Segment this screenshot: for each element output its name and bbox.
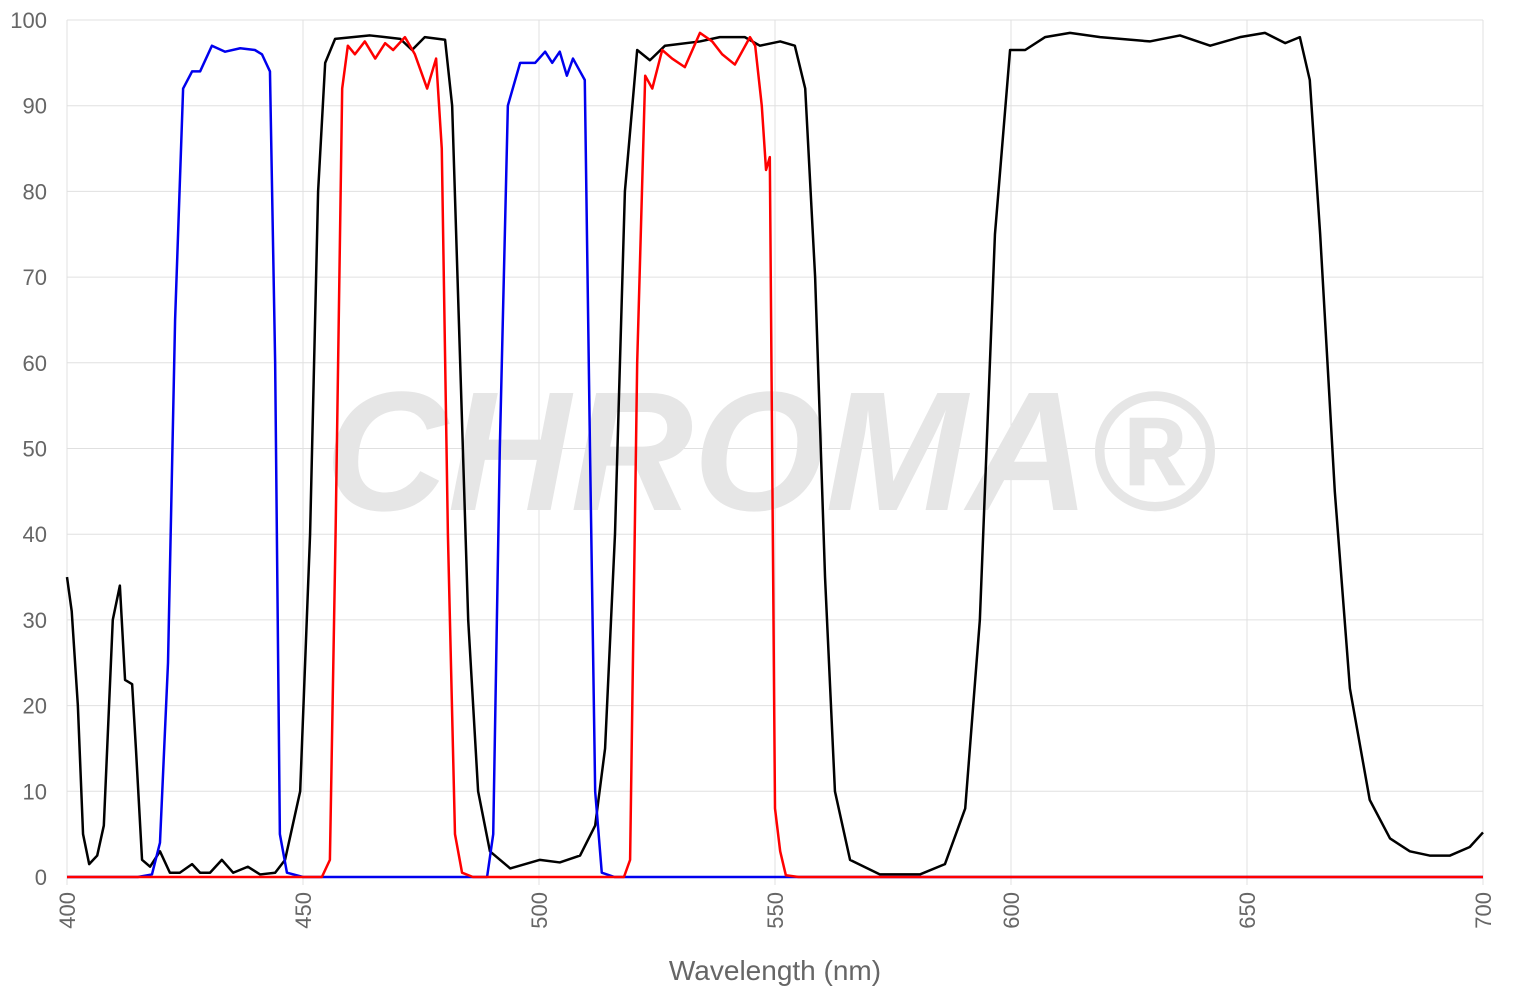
series-line bbox=[65, 31, 1484, 876]
x-tick-label: 500 bbox=[527, 892, 552, 929]
y-tick-label: 10 bbox=[23, 779, 47, 804]
x-tick-label: 600 bbox=[999, 892, 1024, 929]
x-axis-title: Wavelength (nm) bbox=[669, 955, 881, 986]
watermark: CHROMA® bbox=[325, 357, 1216, 547]
y-tick-label: 60 bbox=[23, 351, 47, 376]
series-line bbox=[67, 31, 1483, 879]
y-tick-label: 30 bbox=[23, 608, 47, 633]
x-tick-label: 700 bbox=[1471, 892, 1496, 929]
background-layer: CHROMA® bbox=[66, 19, 1484, 885]
x-tick-label: 450 bbox=[291, 892, 316, 929]
x-tick-label: 650 bbox=[1235, 892, 1260, 929]
x-tick-label: 550 bbox=[763, 892, 788, 929]
y-tick-label: 0 bbox=[35, 865, 47, 890]
y-tick-label: 70 bbox=[23, 265, 47, 290]
y-tick-label: 80 bbox=[23, 179, 47, 204]
y-tick-label: 90 bbox=[23, 94, 47, 119]
y-tick-label: 50 bbox=[23, 437, 47, 462]
series-line bbox=[67, 44, 1483, 879]
x-tick-label: 400 bbox=[55, 892, 80, 929]
y-tick-label: 20 bbox=[23, 694, 47, 719]
y-tick-label: 40 bbox=[23, 522, 47, 547]
y-tick-label: 100 bbox=[10, 8, 47, 33]
